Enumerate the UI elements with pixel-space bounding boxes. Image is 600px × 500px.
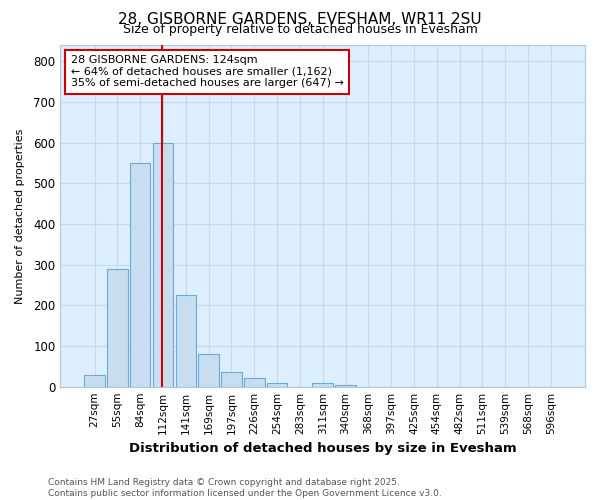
Bar [176, 295, 196, 386]
Bar [153, 142, 173, 386]
Text: 28, GISBORNE GARDENS, EVESHAM, WR11 2SU: 28, GISBORNE GARDENS, EVESHAM, WR11 2SU [118, 12, 482, 28]
Bar [199, 354, 219, 386]
Bar [244, 378, 265, 386]
Bar [221, 372, 242, 386]
Text: Size of property relative to detached houses in Evesham: Size of property relative to detached ho… [122, 22, 478, 36]
Text: 28 GISBORNE GARDENS: 124sqm
← 64% of detached houses are smaller (1,162)
35% of : 28 GISBORNE GARDENS: 124sqm ← 64% of det… [71, 56, 344, 88]
X-axis label: Distribution of detached houses by size in Evesham: Distribution of detached houses by size … [129, 442, 517, 455]
Bar [267, 384, 287, 386]
Bar [107, 268, 128, 386]
Bar [313, 384, 333, 386]
Bar [335, 384, 356, 386]
Text: Contains HM Land Registry data © Crown copyright and database right 2025.
Contai: Contains HM Land Registry data © Crown c… [48, 478, 442, 498]
Y-axis label: Number of detached properties: Number of detached properties [15, 128, 25, 304]
Bar [130, 163, 151, 386]
Bar [84, 376, 105, 386]
